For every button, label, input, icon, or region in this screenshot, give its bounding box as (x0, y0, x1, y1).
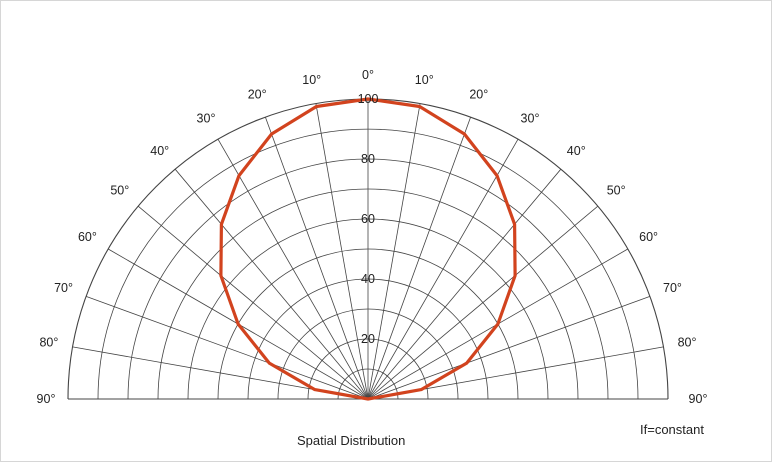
angle-tick-label: 50° (110, 184, 129, 198)
angle-tick-label: 90° (37, 392, 56, 406)
angle-tick-label: 30° (197, 111, 216, 125)
grid-spoke (367, 296, 651, 400)
grid-spoke (137, 205, 369, 400)
grid-spoke (367, 103, 421, 400)
grid-spoke (367, 168, 562, 400)
grid-spoke (174, 168, 369, 400)
angle-tick-label: 10° (415, 73, 434, 87)
label-layer: 90° 80° 70° 60° 50° 40° 30° 20° 10° 0° 10° 20° 30° 40… (37, 68, 708, 406)
angle-tick-label: 20° (248, 88, 267, 102)
angle-tick-label: 60° (639, 230, 658, 244)
series-layer (219, 97, 517, 401)
angle-tick-label: 40° (567, 144, 586, 158)
radial-tick-label: 80 (361, 152, 375, 166)
angle-tick-label: 10° (302, 73, 321, 87)
grid-spoke (217, 138, 369, 400)
angle-tick-label: 50° (607, 184, 626, 198)
angle-tick-label: 70° (54, 281, 73, 295)
angle-tick-label: 60° (78, 230, 97, 244)
grid-spoke (367, 116, 471, 400)
grid-spoke (367, 138, 519, 400)
chart-title: Spatial Distribution (297, 433, 406, 448)
grid-spoke (315, 103, 369, 400)
radial-tick-label: 60 (361, 212, 375, 226)
angle-tick-label: 70° (663, 281, 682, 295)
radial-tick-label: 100 (358, 92, 379, 106)
angle-tick-label: 80° (678, 336, 697, 350)
angle-tick-label: 20° (469, 88, 488, 102)
angle-tick-label: 80° (39, 336, 58, 350)
angle-tick-label: 90° (689, 392, 708, 406)
radial-tick-label: 20 (361, 332, 375, 346)
angle-tick-label: 0° (362, 68, 374, 82)
radial-tick-label: 40 (361, 272, 375, 286)
grid-spoke (85, 296, 369, 400)
angle-tick-label: 30° (521, 111, 540, 125)
angle-tick-label: 40° (150, 144, 169, 158)
polar-grid (67, 98, 669, 400)
condition-note: If=constant (640, 422, 704, 437)
intensity-curve (219, 97, 517, 401)
grid-spoke (265, 116, 369, 400)
grid-spoke (367, 205, 599, 400)
